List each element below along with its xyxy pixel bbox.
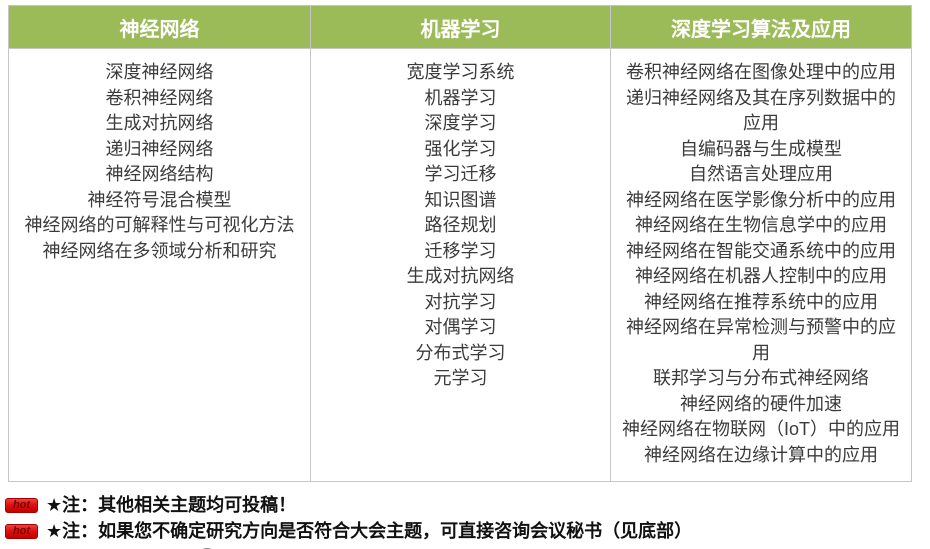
column-header-machine-learning: 机器学习 — [310, 5, 611, 49]
topic-item: 神经网络在边缘计算中的应用 — [644, 444, 878, 465]
topic-item: 强化学习 — [424, 138, 497, 159]
hot-icon: hot — [5, 524, 38, 539]
topic-item: 自然语言处理应用 — [689, 164, 833, 184]
topic-item: 卷积神经网络 — [105, 87, 214, 108]
topic-item: 自编码器与生成模型 — [680, 138, 842, 159]
column-header-neural-networks: 神经网络 — [8, 5, 311, 49]
topic-item: 神经网络在异常检测与预警中的应用 — [626, 317, 896, 363]
topic-item: 深度神经网络 — [105, 62, 214, 82]
column-header-label: 深度学习算法及应用 — [671, 18, 851, 41]
topic-item: 神经网络结构 — [105, 164, 214, 184]
topic-item: 知识图谱 — [424, 189, 497, 210]
topic-item: 学习迁移 — [424, 164, 497, 184]
topic-item: 递归神经网络及其在序列数据中的应用 — [626, 87, 896, 134]
topic-item: 对偶学习 — [424, 317, 497, 337]
topic-list-deep-learning-applications: 卷积神经网络在图像处理中的应用递归神经网络及其在序列数据中的应用自编码器与生成模… — [610, 48, 912, 482]
topic-item: 神经网络在生物信息学中的应用 — [635, 215, 887, 235]
topic-item: 生成对抗网络 — [406, 266, 515, 286]
note-text: ★注：如果您不确定研究方向是否符合大会主题，可直接咨询会议秘书（见底部） — [46, 521, 693, 541]
table-header-row: 神经网络 机器学习 深度学习算法及应用 — [8, 5, 912, 49]
topic-item: 宽度学习系统 — [406, 62, 515, 82]
conference-topics-page: 神经网络 机器学习 深度学习算法及应用 深度神经网络 卷积神经网络 生成对抗网络 递归… — [0, 5, 930, 549]
column-header-deep-learning-applications: 深度学习算法及应用 — [610, 5, 912, 49]
topic-item: 深度学习 — [424, 113, 497, 133]
note-row: hot ★注：其他相关主题均可投稿！ — [5, 495, 930, 516]
hot-icon: hot — [5, 498, 38, 513]
column-header-label: 机器学习 — [420, 18, 501, 41]
topic-item: 递归神经网络 — [105, 138, 214, 159]
topic-item: 神经符号混合模型 — [87, 189, 232, 210]
topic-item: 生成对抗网络 — [105, 113, 214, 133]
note-row: hot ★注：如果您不确定研究方向是否符合大会主题，可直接咨询会议秘书（见底部） — [5, 521, 930, 542]
topic-item: 神经网络在物联网（IoT）中的应用 — [621, 419, 900, 439]
column-header-label: 神经网络 — [119, 18, 200, 41]
topic-item: 神经网络在多领域分析和研究 — [42, 240, 277, 261]
topic-list-neural-networks: 深度神经网络 卷积神经网络 生成对抗网络 递归神经网络 神经网络结构 神经符号混合模型神经… — [8, 48, 311, 482]
topics-table: 神经网络 机器学习 深度学习算法及应用 深度神经网络 卷积神经网络 生成对抗网络 递归… — [8, 5, 912, 482]
topic-item: 神经网络在机器人控制中的应用 — [635, 266, 887, 286]
note-text: ★注：其他相关主题均可投稿！ — [46, 495, 297, 515]
table-body-row: 深度神经网络 卷积神经网络 生成对抗网络 递归神经网络 神经网络结构 神经符号混合模型 神经… — [8, 48, 912, 482]
notes-section: hot ★注：其他相关主题均可投稿！ hot ★注：如果您不确定研究方向是否符合… — [5, 495, 930, 542]
topic-item: 神经网络的硬件加速 — [680, 393, 842, 414]
topic-item: 卷积神经网络在图像处理中的应用 — [626, 62, 896, 82]
topic-item: 机器学习 — [424, 87, 497, 108]
topic-item: 神经网络在推荐系统中的应用 — [644, 291, 878, 312]
topic-item: 元学习 — [433, 368, 488, 388]
topic-item: 联邦学习与分布式神经网络 — [653, 368, 869, 388]
topic-item: 神经网络在智能交通系统中的应用 — [626, 240, 896, 261]
topic-item: 神经网络的可解释性与可视化方法 — [24, 215, 295, 235]
topic-item: 神经网络在医学影像分析中的应用 — [626, 189, 896, 210]
topic-item: 路径规划 — [424, 215, 497, 235]
topic-item: 对抗学习 — [424, 291, 497, 312]
topic-item: 分布式学习 — [415, 342, 506, 363]
topic-list-machine-learning: 宽度学习系统 机器学习深度学习强化学习学习迁移知识图谱路径规划迁移学习生成对抗网络… — [310, 48, 611, 482]
topic-item: 迁移学习 — [424, 240, 497, 261]
